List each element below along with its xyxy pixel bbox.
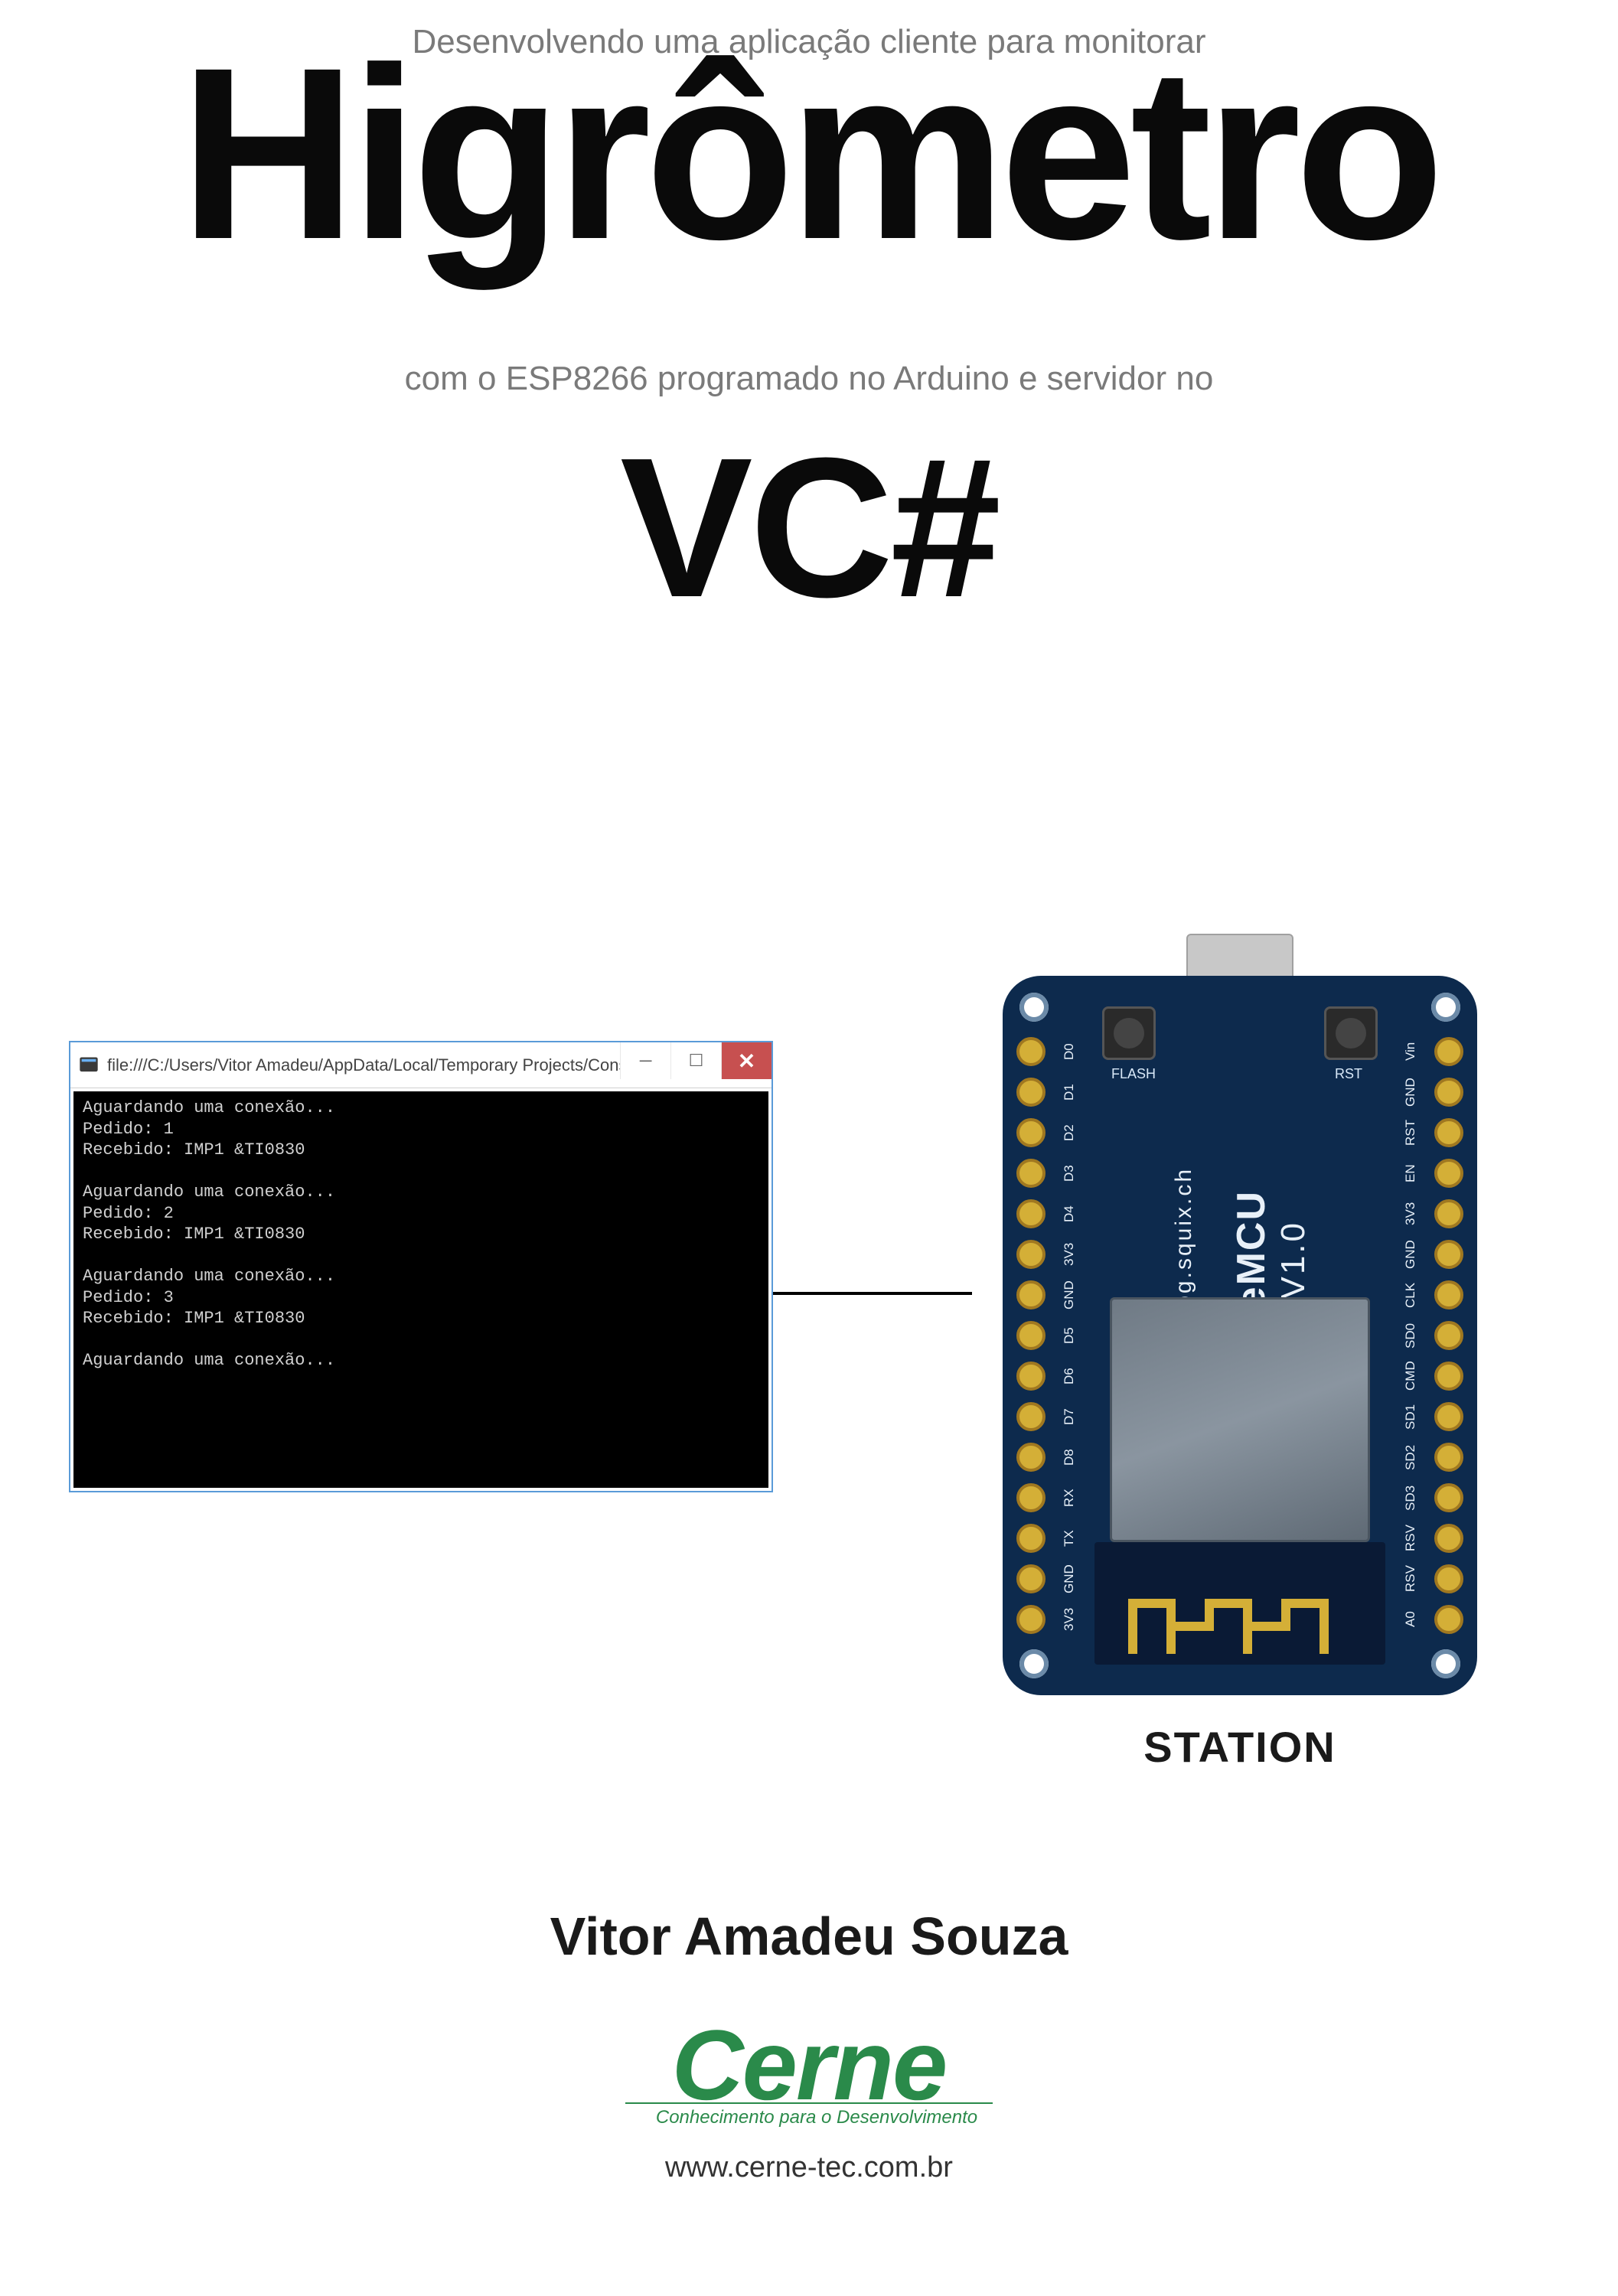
- pin: [1434, 1078, 1463, 1107]
- pin-label: SD2: [1391, 1443, 1430, 1472]
- pin-label: D6: [1050, 1362, 1088, 1391]
- pin: [1016, 1321, 1046, 1350]
- pin-label: SD0: [1391, 1321, 1430, 1350]
- pin-label: D2: [1050, 1118, 1088, 1147]
- flash-button: [1102, 1006, 1156, 1060]
- pin-label: SD3: [1391, 1483, 1430, 1512]
- pin-label: CLK: [1391, 1280, 1430, 1309]
- pin-label: D1: [1050, 1078, 1088, 1107]
- pcb: FLASH RST D0 D1 D2 D3 D4 3V3 GND D5 D6 D7 D8 RX TX GN…: [1003, 976, 1477, 1695]
- pin-label: D0: [1050, 1037, 1088, 1066]
- pin: [1434, 1240, 1463, 1269]
- console-titlebar: file:///C:/Users/Vitor Amadeu/AppData/Lo…: [70, 1042, 771, 1088]
- minimize-button[interactable]: ─: [620, 1042, 670, 1079]
- pin-label: D4: [1050, 1199, 1088, 1228]
- pin: [1016, 1524, 1046, 1553]
- pin-label: D8: [1050, 1443, 1088, 1472]
- window-controls: ─ ☐ ✕: [620, 1042, 771, 1079]
- main-title: Higrômetro: [0, 31, 1618, 276]
- pin-row-right: [1434, 1037, 1463, 1634]
- pin-label: Vin: [1391, 1037, 1430, 1066]
- station-label: STATION: [1003, 1722, 1477, 1772]
- pin-label: CMD: [1391, 1362, 1430, 1391]
- pin-label: 3V3: [1050, 1240, 1088, 1269]
- pin: [1016, 1078, 1046, 1107]
- nodemcu-board: FLASH RST D0 D1 D2 D3 D4 3V3 GND D5 D6 D7 D8 RX TX GN…: [1003, 934, 1477, 1699]
- pin-label: D3: [1050, 1159, 1088, 1188]
- pin-label: GND: [1391, 1078, 1430, 1107]
- pin-label: D7: [1050, 1402, 1088, 1431]
- pin: [1016, 1605, 1046, 1634]
- mount-hole: [1019, 993, 1049, 1022]
- pin: [1434, 1159, 1463, 1188]
- pin-label: GND: [1050, 1280, 1088, 1309]
- pin-row-left: [1016, 1037, 1046, 1634]
- mount-hole: [1019, 1649, 1049, 1678]
- pin: [1016, 1362, 1046, 1391]
- pin: [1016, 1280, 1046, 1309]
- console-output: Aguardando uma conexão... Pedido: 1 Rece…: [73, 1091, 768, 1488]
- pin: [1434, 1524, 1463, 1553]
- publisher-logo: Cerne Conhecimento para o Desenvolviment…: [572, 2020, 1046, 2184]
- maximize-button[interactable]: ☐: [670, 1042, 721, 1079]
- pin: [1434, 1280, 1463, 1309]
- pin-label: RSV: [1391, 1524, 1430, 1553]
- pin: [1434, 1321, 1463, 1350]
- pin: [1434, 1362, 1463, 1391]
- logo-brand: Cerne: [572, 2020, 1046, 2110]
- reset-button-label: RST: [1335, 1066, 1362, 1082]
- pin: [1434, 1402, 1463, 1431]
- mount-hole: [1431, 1649, 1460, 1678]
- tech-title: VC#: [0, 429, 1618, 628]
- pin-label: 3V3: [1391, 1199, 1430, 1228]
- esp8266-shield-icon: [1110, 1297, 1370, 1542]
- pin-label: RX: [1050, 1483, 1088, 1512]
- pin: [1434, 1037, 1463, 1066]
- pin-label: RST: [1391, 1118, 1430, 1147]
- pin-label: GND: [1050, 1564, 1088, 1593]
- pin: [1016, 1402, 1046, 1431]
- pin: [1434, 1564, 1463, 1593]
- pin: [1016, 1443, 1046, 1472]
- pin: [1434, 1443, 1463, 1472]
- logo-tagline: Conhecimento para o Desenvolvimento: [625, 2102, 993, 2128]
- author-name: Vitor Amadeu Souza: [0, 1906, 1618, 1967]
- connector-line: [773, 1292, 972, 1295]
- pin: [1016, 1240, 1046, 1269]
- wifi-antenna-icon: [1125, 1596, 1355, 1657]
- mount-hole: [1431, 993, 1460, 1022]
- silk-version: V1.0: [1274, 1221, 1313, 1300]
- pin-label: EN: [1391, 1159, 1430, 1188]
- pin-labels-left: D0 D1 D2 D3 D4 3V3 GND D5 D6 D7 D8 RX TX GND 3V3: [1050, 1037, 1088, 1634]
- pin: [1016, 1483, 1046, 1512]
- close-button[interactable]: ✕: [721, 1042, 771, 1079]
- pin-labels-right: Vin GND RST EN 3V3 GND CLK SD0 CMD SD1 SD2 SD3 RSV RS…: [1391, 1037, 1430, 1634]
- pin-label: SD1: [1391, 1402, 1430, 1431]
- pin: [1016, 1118, 1046, 1147]
- pin: [1016, 1564, 1046, 1593]
- console-window: file:///C:/Users/Vitor Amadeu/AppData/Lo…: [69, 1041, 773, 1492]
- logo-url: www.cerne-tec.com.br: [572, 2151, 1046, 2184]
- pin: [1434, 1605, 1463, 1634]
- pin-label: A0: [1391, 1605, 1430, 1634]
- pin: [1016, 1159, 1046, 1188]
- pin: [1016, 1037, 1046, 1066]
- pin-label: D5: [1050, 1321, 1088, 1350]
- subtitle-mid: com o ESP8266 programado no Arduino e se…: [0, 360, 1618, 398]
- pin-label: GND: [1391, 1240, 1430, 1269]
- pin-label: TX: [1050, 1524, 1088, 1553]
- pin: [1016, 1199, 1046, 1228]
- console-app-icon: [78, 1055, 99, 1076]
- pin-label: 3V3: [1050, 1605, 1088, 1634]
- flash-button-label: FLASH: [1111, 1066, 1156, 1082]
- pin: [1434, 1199, 1463, 1228]
- pin: [1434, 1118, 1463, 1147]
- reset-button: [1324, 1006, 1378, 1060]
- pin-label: RSV: [1391, 1564, 1430, 1593]
- pin: [1434, 1483, 1463, 1512]
